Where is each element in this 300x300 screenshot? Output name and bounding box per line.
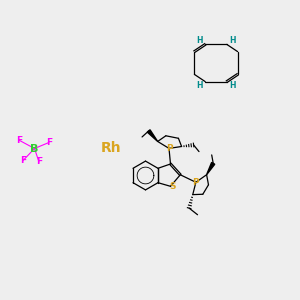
Text: F: F [16, 136, 22, 145]
Text: B: B [30, 143, 39, 154]
Text: F: F [20, 156, 26, 165]
Text: H: H [196, 36, 203, 45]
Text: P: P [166, 144, 172, 153]
Text: Rh: Rh [101, 142, 121, 155]
Polygon shape [207, 162, 215, 175]
Text: F: F [36, 158, 42, 166]
Text: P: P [193, 178, 199, 187]
Text: H: H [229, 81, 236, 90]
Text: F: F [46, 138, 52, 147]
Text: H: H [229, 36, 236, 45]
Polygon shape [147, 130, 158, 141]
Text: H: H [196, 81, 203, 90]
Text: S: S [169, 182, 175, 191]
